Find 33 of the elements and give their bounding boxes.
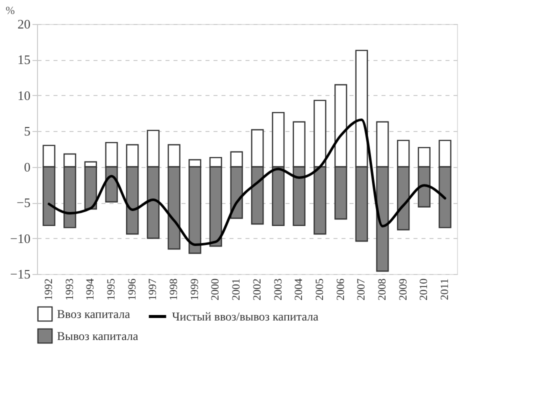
x-tick-label: 2009: [397, 278, 410, 300]
x-tick-label: 2006: [334, 278, 347, 300]
legend-label: Вывоз капитала: [57, 329, 139, 343]
y-axis-title: %: [6, 5, 15, 17]
x-tick-label: 1992: [42, 278, 55, 300]
x-tick-label: 2008: [376, 278, 388, 300]
line-series: [48, 118, 446, 246]
x-tick-label: 2002: [251, 278, 264, 300]
x-tick-label: 1997: [147, 278, 160, 300]
y-tick-label: 15: [18, 52, 30, 68]
x-tick-label: 2011: [439, 278, 452, 300]
y-tick-label: 0: [24, 159, 30, 174]
legend-label: Ввоз капитала: [57, 307, 131, 321]
y-tick-label: 5: [24, 124, 30, 139]
x-tick-label: 1994: [84, 278, 97, 300]
y-tick-label: 10: [18, 88, 30, 103]
x-tick-label: 2005: [314, 278, 326, 300]
x-tick-label: 1996: [126, 278, 138, 300]
x-tick-label: 1993: [64, 278, 76, 300]
x-tick-label: 1999: [188, 278, 201, 300]
x-tick-label: 2003: [272, 278, 284, 300]
y-tick-label: −15: [10, 266, 30, 282]
x-tick-label: 2000: [210, 278, 222, 300]
y-tick-label: −5: [16, 195, 30, 210]
y-tick-label: −10: [10, 230, 30, 246]
x-tick-label: 1995: [106, 278, 118, 300]
x-tick-label: 2007: [356, 278, 368, 300]
legend-label: Чистый ввоз/вывоз капитала: [172, 310, 320, 324]
x-tick-label: 2004: [293, 278, 306, 300]
y-tick-label: 20: [18, 16, 30, 32]
x-tick-label: 2001: [230, 278, 243, 300]
x-tick-label: 1998: [168, 278, 180, 300]
x-tick-label: 2010: [418, 278, 430, 300]
